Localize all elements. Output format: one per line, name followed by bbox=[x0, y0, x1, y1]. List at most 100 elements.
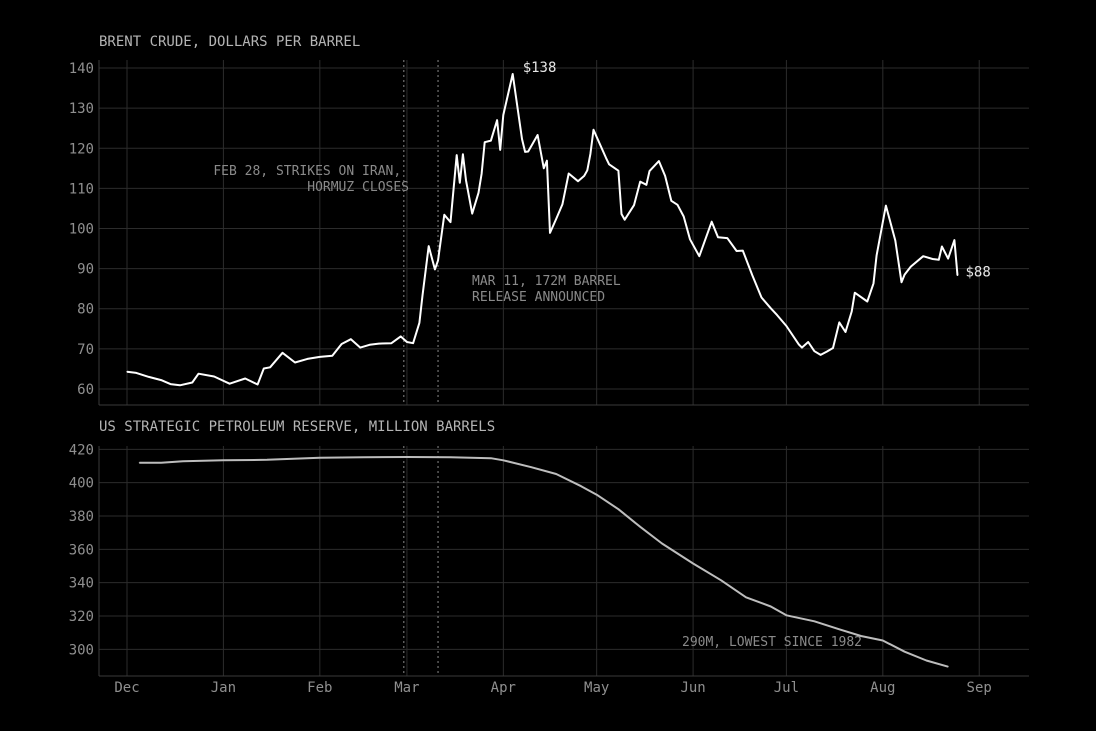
release-annotation-line-1: MAR 11, 172M BARREL bbox=[472, 274, 621, 289]
brent-point bbox=[481, 173, 483, 175]
brent-point bbox=[589, 153, 592, 155]
brent-point bbox=[443, 214, 445, 216]
brent-point bbox=[956, 274, 959, 276]
brent-point bbox=[434, 268, 436, 270]
brent-point bbox=[953, 239, 956, 241]
brent-point bbox=[471, 213, 473, 215]
brent-point bbox=[496, 119, 498, 121]
brent-point bbox=[477, 192, 480, 194]
brent-point bbox=[160, 379, 162, 381]
brent-point bbox=[549, 232, 551, 234]
brent-point bbox=[331, 355, 333, 357]
spr-y-tick-label: 300 bbox=[69, 642, 94, 658]
brent-point bbox=[751, 274, 753, 276]
brent-y-tick-label: 80 bbox=[77, 302, 94, 318]
brent-point bbox=[428, 245, 430, 247]
peak-label: $138 bbox=[523, 60, 557, 76]
brent-points bbox=[126, 73, 959, 386]
brent-point bbox=[244, 377, 246, 380]
spr-point bbox=[770, 605, 772, 608]
brent-event-lines bbox=[403, 60, 439, 405]
brent-point bbox=[592, 129, 595, 131]
brent-point bbox=[648, 170, 651, 172]
brent-point bbox=[844, 331, 847, 333]
brent-point bbox=[378, 343, 380, 345]
brent-point bbox=[639, 181, 641, 183]
brent-point bbox=[624, 219, 626, 221]
brent-point bbox=[938, 259, 940, 261]
spr-point bbox=[617, 508, 620, 510]
brent-grid bbox=[98, 60, 1029, 406]
spr-point bbox=[182, 460, 184, 462]
brent-point bbox=[876, 254, 878, 256]
brent-point bbox=[947, 258, 949, 260]
brent-point bbox=[449, 221, 452, 223]
brent-point bbox=[854, 292, 856, 294]
x-tick-label: Mar bbox=[394, 680, 419, 696]
spr-point bbox=[813, 620, 816, 622]
brent-point bbox=[169, 383, 172, 385]
x-axis-ticks: Dec Jan Feb Mar Apr May Jun Jul Aug Sep bbox=[114, 680, 991, 696]
spr-point bbox=[692, 562, 694, 565]
spr-point bbox=[266, 459, 268, 461]
brent-point bbox=[499, 149, 501, 151]
brent-point bbox=[689, 238, 691, 240]
spr-grid bbox=[98, 446, 1029, 677]
release-annotation: MAR 11, 172M BARREL RELEASE ANNOUNCED bbox=[472, 274, 629, 305]
spr-point bbox=[925, 659, 928, 662]
brent-point bbox=[568, 172, 570, 175]
brent-y-tick-label: 140 bbox=[69, 61, 94, 77]
brent-point bbox=[543, 167, 545, 169]
brent-point bbox=[776, 314, 778, 316]
brent-point bbox=[400, 335, 402, 337]
brent-y-tick-label: 70 bbox=[77, 342, 94, 358]
brent-point bbox=[620, 213, 623, 215]
spr-point bbox=[661, 542, 663, 545]
x-tick-label: Dec bbox=[114, 680, 139, 696]
brent-point bbox=[872, 282, 875, 284]
brent-point bbox=[257, 383, 259, 386]
brent-point bbox=[826, 351, 828, 353]
x-tick-label: Jul bbox=[774, 680, 799, 696]
strikes-annotation-line-2: HORMUZ CLOSES bbox=[307, 180, 409, 195]
x-tick-label: Sep bbox=[967, 680, 992, 696]
x-tick-label: Feb bbox=[307, 680, 332, 696]
brent-price-line bbox=[126, 73, 959, 387]
brent-point bbox=[866, 300, 868, 303]
spr-point bbox=[720, 579, 722, 581]
brent-point bbox=[760, 296, 763, 299]
last-price-label: $88 bbox=[966, 264, 991, 280]
brent-point bbox=[512, 73, 514, 75]
spr-points bbox=[138, 456, 949, 668]
spr-point bbox=[596, 494, 598, 496]
brent-point bbox=[537, 134, 539, 136]
brent-point bbox=[770, 307, 772, 309]
strikes-annotation-line-1: FEB 28, STRIKES ON IRAN, bbox=[213, 164, 401, 179]
brent-point bbox=[894, 239, 896, 242]
spr-point bbox=[222, 459, 224, 461]
brent-point bbox=[197, 373, 200, 375]
brent-point bbox=[801, 347, 803, 349]
spr-event-lines bbox=[403, 446, 439, 676]
brent-point bbox=[932, 258, 934, 260]
brent-point bbox=[820, 354, 822, 356]
brent-point bbox=[577, 180, 579, 182]
brent-point bbox=[742, 250, 744, 252]
brent-point bbox=[418, 322, 420, 324]
spr-point bbox=[860, 635, 862, 637]
brent-point bbox=[683, 215, 685, 218]
brent-point bbox=[711, 221, 713, 223]
brent-y-tick-label: 120 bbox=[69, 141, 94, 157]
brent-point bbox=[459, 182, 461, 184]
brent-point bbox=[698, 255, 700, 257]
brent-point bbox=[390, 342, 392, 344]
spr-y-tick-label: 400 bbox=[69, 476, 94, 492]
brent-point bbox=[465, 179, 467, 181]
brent-point bbox=[583, 175, 585, 177]
brent-y-tick-label: 90 bbox=[77, 262, 94, 278]
spr-y-ticks: 300 320 340 360 380 400 420 bbox=[69, 442, 94, 658]
brent-point bbox=[904, 274, 906, 276]
spr-panel: US STRATEGIC PETROLEUM RESERVE, MILLION … bbox=[69, 419, 1029, 677]
spr-point bbox=[160, 462, 162, 464]
spr-point bbox=[490, 457, 492, 459]
